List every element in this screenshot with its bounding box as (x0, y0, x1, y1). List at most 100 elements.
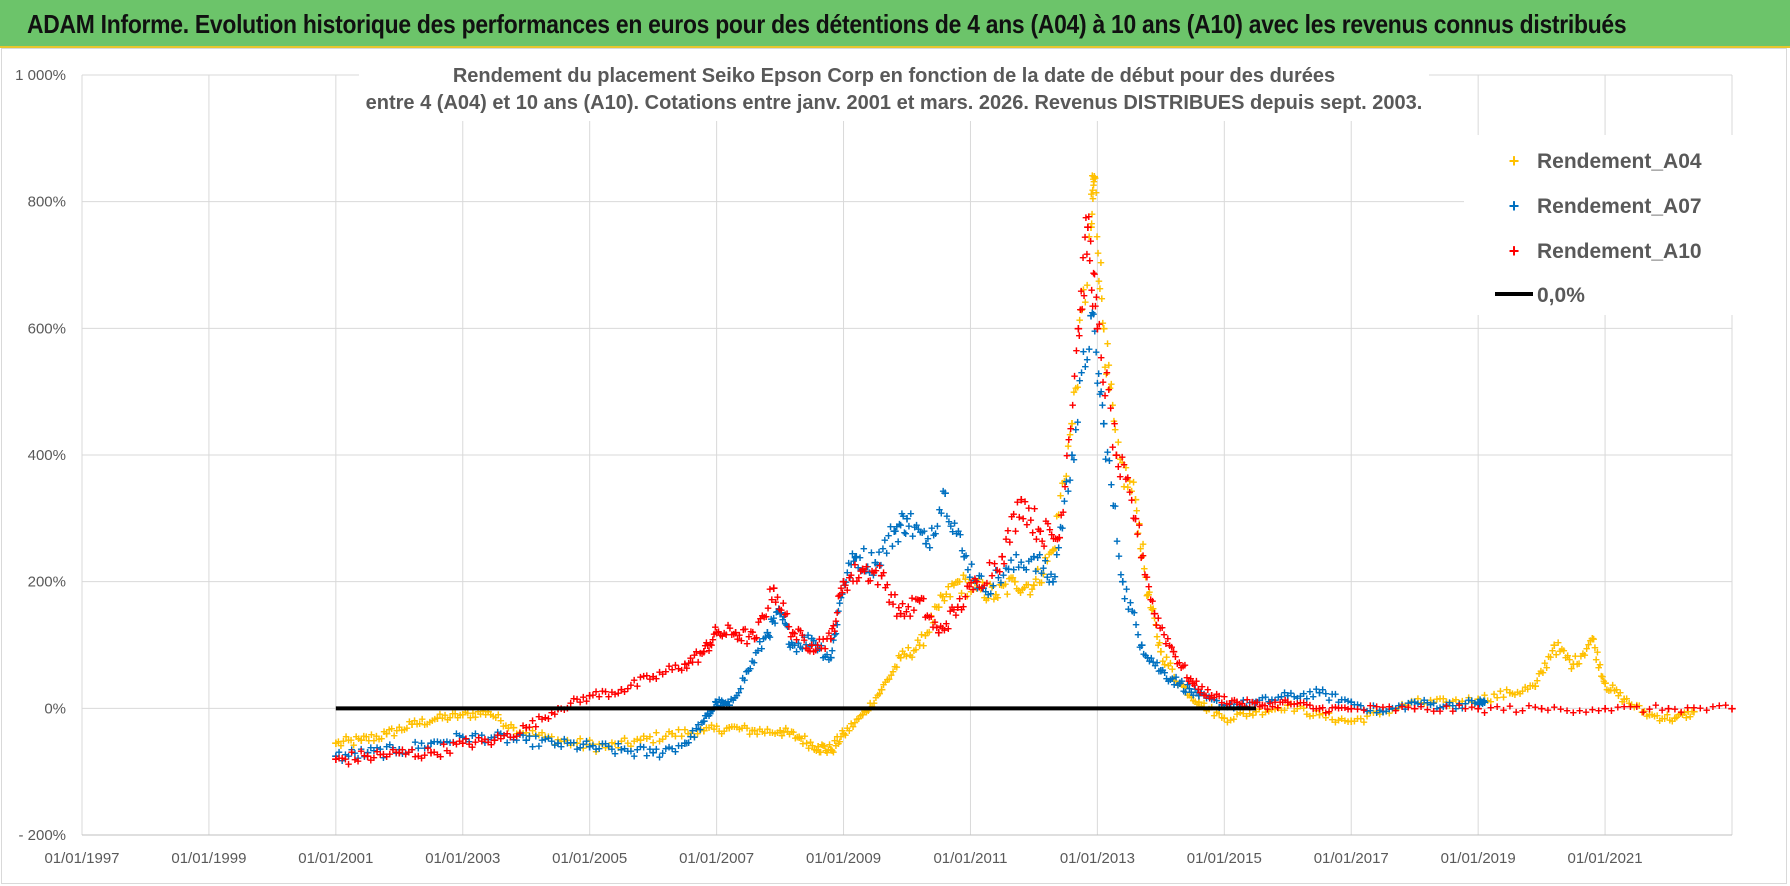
data-point-interp: + (401, 722, 409, 737)
data-point-interp: + (1363, 709, 1371, 724)
data-point-interp: + (976, 579, 984, 594)
data-point-interp: + (835, 589, 843, 604)
data-point-interp: + (718, 693, 726, 708)
data-point-interp: + (981, 578, 989, 593)
data-point-interp: + (715, 724, 723, 739)
data-point-interp: + (861, 563, 869, 578)
data-point-interp: + (500, 727, 508, 742)
data-point-interp: + (390, 728, 398, 743)
data-point-interp: + (1054, 532, 1062, 547)
data-point-interp: + (687, 725, 695, 740)
data-point: + (769, 580, 778, 597)
data-point-interp: + (1493, 699, 1501, 714)
data-point-interp: + (889, 664, 897, 679)
data-point-interp: + (825, 742, 833, 757)
data-point-interp: + (1077, 283, 1085, 298)
data-point-interp: + (1210, 692, 1218, 707)
data-point-interp: + (694, 654, 702, 669)
data-point-interp: + (621, 684, 629, 699)
data-point-interp: + (904, 640, 912, 655)
data-point: + (649, 745, 658, 762)
data-point-interp: + (592, 744, 600, 759)
data-point-interp: + (1344, 693, 1352, 708)
data-point-interp: + (757, 611, 765, 626)
data-point-interp: + (842, 727, 850, 742)
data-point-interp: + (510, 730, 518, 745)
data-point: + (1442, 694, 1451, 711)
data-point-interp: + (646, 742, 654, 757)
data-point-interp: + (398, 722, 406, 737)
data-point-interp: + (1028, 581, 1036, 596)
data-point-interp: + (1303, 706, 1311, 721)
data-point-interp: + (1218, 695, 1226, 710)
data-point-interp: + (762, 629, 770, 644)
data-point: + (960, 548, 969, 565)
data-point: + (915, 637, 924, 654)
data-point-interp: + (785, 636, 793, 651)
data-point-interp: + (907, 506, 915, 521)
data-point-interp: + (583, 694, 591, 709)
data-point-interp: + (1392, 703, 1400, 718)
data-point-interp: + (1050, 531, 1058, 546)
data-point-interp: + (874, 688, 882, 703)
data-point: + (617, 681, 626, 698)
data-point-interp: + (828, 643, 836, 658)
data-point-interp: + (931, 614, 939, 629)
data-point-interp: + (1583, 641, 1591, 656)
data-point-interp: + (754, 643, 762, 658)
data-point-interp: + (1087, 233, 1095, 248)
data-point-interp: + (589, 688, 597, 703)
data-point: + (1068, 415, 1077, 432)
data-point-interp: + (842, 574, 850, 589)
data-point-interp: + (892, 524, 900, 539)
legend-label-a10: Rendement_A10 (1537, 240, 1702, 263)
data-point-interp: + (1592, 652, 1600, 667)
data-point-interp: + (855, 711, 863, 726)
data-point-interp: + (1233, 696, 1241, 711)
data-point-interp: + (1233, 707, 1241, 722)
data-point-interp: + (1144, 650, 1152, 665)
data-point-interp: + (1281, 692, 1289, 707)
data-point-interp: + (421, 717, 429, 732)
data-point-interp: + (1172, 674, 1180, 689)
data-point-interp: + (893, 659, 901, 674)
x-tick-label: 01/01/2007 (679, 850, 754, 867)
data-point-interp: + (939, 589, 947, 604)
data-point-interp: + (465, 736, 473, 751)
data-point-interp: + (1300, 686, 1308, 701)
data-point: + (788, 624, 797, 641)
data-point-interp: + (866, 695, 874, 710)
data-point-interp: + (1095, 317, 1103, 332)
data-point-interp: + (1478, 694, 1486, 709)
data-point-interp: + (738, 633, 746, 648)
data-point-interp: + (437, 749, 445, 764)
data-point-interp: + (1038, 575, 1046, 590)
data-point-interp: + (780, 609, 788, 624)
data-point-interp: + (1389, 701, 1397, 716)
data-point-interp: + (1108, 477, 1116, 492)
data-point-interp: + (901, 525, 909, 540)
data-point-interp: + (1335, 713, 1343, 728)
data-point-interp: + (1091, 267, 1099, 282)
data-point: + (585, 738, 594, 755)
data-point-interp: + (646, 672, 654, 687)
data-point-interp: + (370, 733, 378, 748)
data-point-interp: + (1241, 698, 1249, 713)
data-point-interp: + (367, 752, 375, 767)
data-point-interp: + (804, 642, 812, 657)
data-point-interp: + (962, 572, 970, 587)
data-point-interp: + (1405, 696, 1413, 711)
data-point-interp: + (380, 746, 388, 761)
data-point-interp: + (545, 729, 553, 744)
data-point-interp: + (720, 697, 728, 712)
data-point-interp: + (818, 641, 826, 656)
data-point-interp: + (378, 731, 386, 746)
data-point: + (1093, 320, 1102, 337)
data-point-interp: + (583, 734, 591, 749)
data-point-interp: + (876, 558, 884, 573)
data-point-interp: + (988, 580, 996, 595)
data-point-interp: + (1414, 696, 1422, 711)
data-point-interp: + (1218, 697, 1226, 712)
data-point-interp: + (1089, 191, 1097, 206)
data-point-interp: + (599, 737, 607, 752)
